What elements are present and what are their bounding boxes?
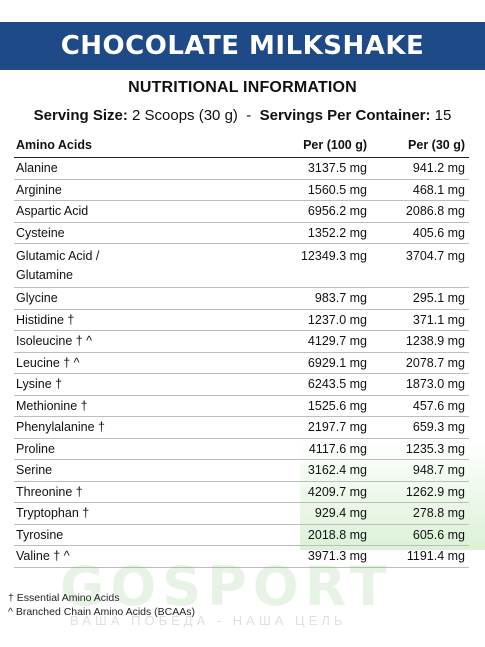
footnote-bcaa: ^ Branched Chain Amino Acids (BCAAs) (8, 606, 196, 618)
amino-per-100g: 2018.8 mg (234, 524, 371, 546)
product-title-banner: CHOCOLATE MILKSHAKE (0, 22, 485, 70)
amino-per-100g: 3162.4 mg (234, 459, 371, 482)
table-row: Aspartic Acid 6956.2 mg 2086.8 mg (14, 200, 469, 223)
product-title: CHOCOLATE MILKSHAKE (60, 31, 425, 61)
amino-per-100g: 3971.3 mg (234, 545, 371, 568)
amino-per-30g: 3704.7 mg (371, 243, 469, 288)
table-row: Cysteine 1352.2 mg 405.6 mg (14, 222, 469, 244)
amino-name: Tryptophan † (14, 502, 234, 525)
amino-name: Lysine † (14, 373, 234, 396)
amino-per-30g: 1191.4 mg (371, 545, 469, 568)
amino-per-100g: 6956.2 mg (234, 200, 371, 223)
amino-acid-table: Amino Acids Per (100 g) Per (30 g) Alani… (14, 133, 469, 568)
amino-name: Arginine (14, 179, 234, 201)
amino-name: Phenylalanine † (14, 416, 234, 439)
amino-name: Methionine † (14, 395, 234, 417)
amino-per-100g: 3137.5 mg (234, 157, 371, 180)
amino-per-30g: 1235.3 mg (371, 438, 469, 460)
amino-per-100g: 2197.7 mg (234, 416, 371, 439)
amino-per-100g: 1352.2 mg (234, 222, 371, 244)
header-per-100g: Per (100 g) (234, 133, 371, 158)
amino-per-30g: 405.6 mg (371, 222, 469, 244)
nutrition-heading: NUTRITIONAL INFORMATION (128, 79, 357, 96)
amino-name: Glycine (14, 287, 234, 310)
amino-per-100g: 6243.5 mg (234, 373, 371, 396)
amino-name: Isoleucine † ^ (14, 330, 234, 353)
table-row: Glutamic Acid / Glutamine 12349.3 mg 370… (14, 243, 469, 288)
table-row: Histidine † 1237.0 mg 371.1 mg (14, 309, 469, 331)
table-row: Serine 3162.4 mg 948.7 mg (14, 459, 469, 482)
table-row: Alanine 3137.5 mg 941.2 mg (14, 157, 469, 180)
amino-per-100g: 4209.7 mg (234, 481, 371, 503)
amino-name: Leucine † ^ (14, 352, 234, 374)
amino-name: Aspartic Acid (14, 200, 234, 223)
amino-name: Tyrosine (14, 524, 234, 546)
amino-per-30g: 605.6 mg (371, 524, 469, 546)
amino-name: Valine † ^ (14, 545, 234, 568)
serving-size-value: 2 Scoops (30 g) (132, 107, 238, 124)
table-row: Phenylalanine † 2197.7 mg 659.3 mg (14, 416, 469, 439)
amino-name: Threonine † (14, 481, 234, 503)
amino-per-30g: 659.3 mg (371, 416, 469, 439)
table-row: Methionine † 1525.6 mg 457.6 mg (14, 395, 469, 417)
amino-name: Proline (14, 438, 234, 460)
footnote-essential: † Essential Amino Acids (8, 592, 120, 604)
amino-per-100g: 4117.6 mg (234, 438, 371, 460)
amino-per-100g: 4129.7 mg (234, 330, 371, 353)
table-row: Isoleucine † ^ 4129.7 mg 1238.9 mg (14, 330, 469, 353)
amino-per-30g: 295.1 mg (371, 287, 469, 310)
table-row: Leucine † ^ 6929.1 mg 2078.7 mg (14, 352, 469, 374)
amino-per-100g: 983.7 mg (234, 287, 371, 310)
amino-per-30g: 948.7 mg (371, 459, 469, 482)
amino-per-30g: 1262.9 mg (371, 481, 469, 503)
table-row: Proline 4117.6 mg 1235.3 mg (14, 438, 469, 460)
serving-size-label: Serving Size: (33, 107, 128, 124)
amino-name: Glutamic Acid / (16, 249, 100, 263)
amino-per-100g: 6929.1 mg (234, 352, 371, 374)
table-header-row: Amino Acids Per (100 g) Per (30 g) (14, 133, 469, 158)
amino-per-30g: 278.8 mg (371, 502, 469, 525)
header-amino-acids: Amino Acids (14, 133, 234, 158)
amino-per-30g: 468.1 mg (371, 179, 469, 201)
table-row: Valine † ^ 3971.3 mg 1191.4 mg (14, 545, 469, 568)
servings-per-container-value: 15 (434, 107, 452, 124)
footnotes: † Essential Amino Acids ^ Branched Chain… (8, 591, 195, 619)
amino-per-100g: 12349.3 mg (234, 243, 371, 288)
amino-name: Alanine (14, 157, 234, 180)
amino-per-30g: 2078.7 mg (371, 352, 469, 374)
amino-per-100g: 929.4 mg (234, 502, 371, 525)
amino-name-multiline: Glutamic Acid / Glutamine (14, 243, 234, 288)
header-per-30g: Per (30 g) (371, 133, 469, 158)
table-row: Threonine † 4209.7 mg 1262.9 mg (14, 481, 469, 503)
amino-per-30g: 1238.9 mg (371, 330, 469, 353)
amino-name: Cysteine (14, 222, 234, 244)
amino-per-30g: 371.1 mg (371, 309, 469, 331)
amino-name: Histidine † (14, 309, 234, 331)
amino-per-30g: 2086.8 mg (371, 200, 469, 223)
table-row: Tyrosine 2018.8 mg 605.6 mg (14, 524, 469, 546)
amino-name: Serine (14, 459, 234, 482)
amino-per-30g: 1873.0 mg (371, 373, 469, 396)
serving-info: Serving Size: 2 Scoops (30 g) - Servings… (0, 107, 485, 124)
amino-per-100g: 1560.5 mg (234, 179, 371, 201)
table-row: Glycine 983.7 mg 295.1 mg (14, 287, 469, 310)
amino-name-continued: Glutamine (16, 268, 73, 282)
amino-per-30g: 941.2 mg (371, 157, 469, 180)
amino-per-100g: 1237.0 mg (234, 309, 371, 331)
table-row: Lysine † 6243.5 mg 1873.0 mg (14, 373, 469, 396)
serving-separator: - (246, 107, 252, 124)
table-row: Tryptophan † 929.4 mg 278.8 mg (14, 502, 469, 525)
amino-per-100g: 1525.6 mg (234, 395, 371, 417)
servings-per-container-label: Servings Per Container: (259, 107, 431, 124)
table-row: Arginine 1560.5 mg 468.1 mg (14, 179, 469, 201)
amino-per-30g: 457.6 mg (371, 395, 469, 417)
